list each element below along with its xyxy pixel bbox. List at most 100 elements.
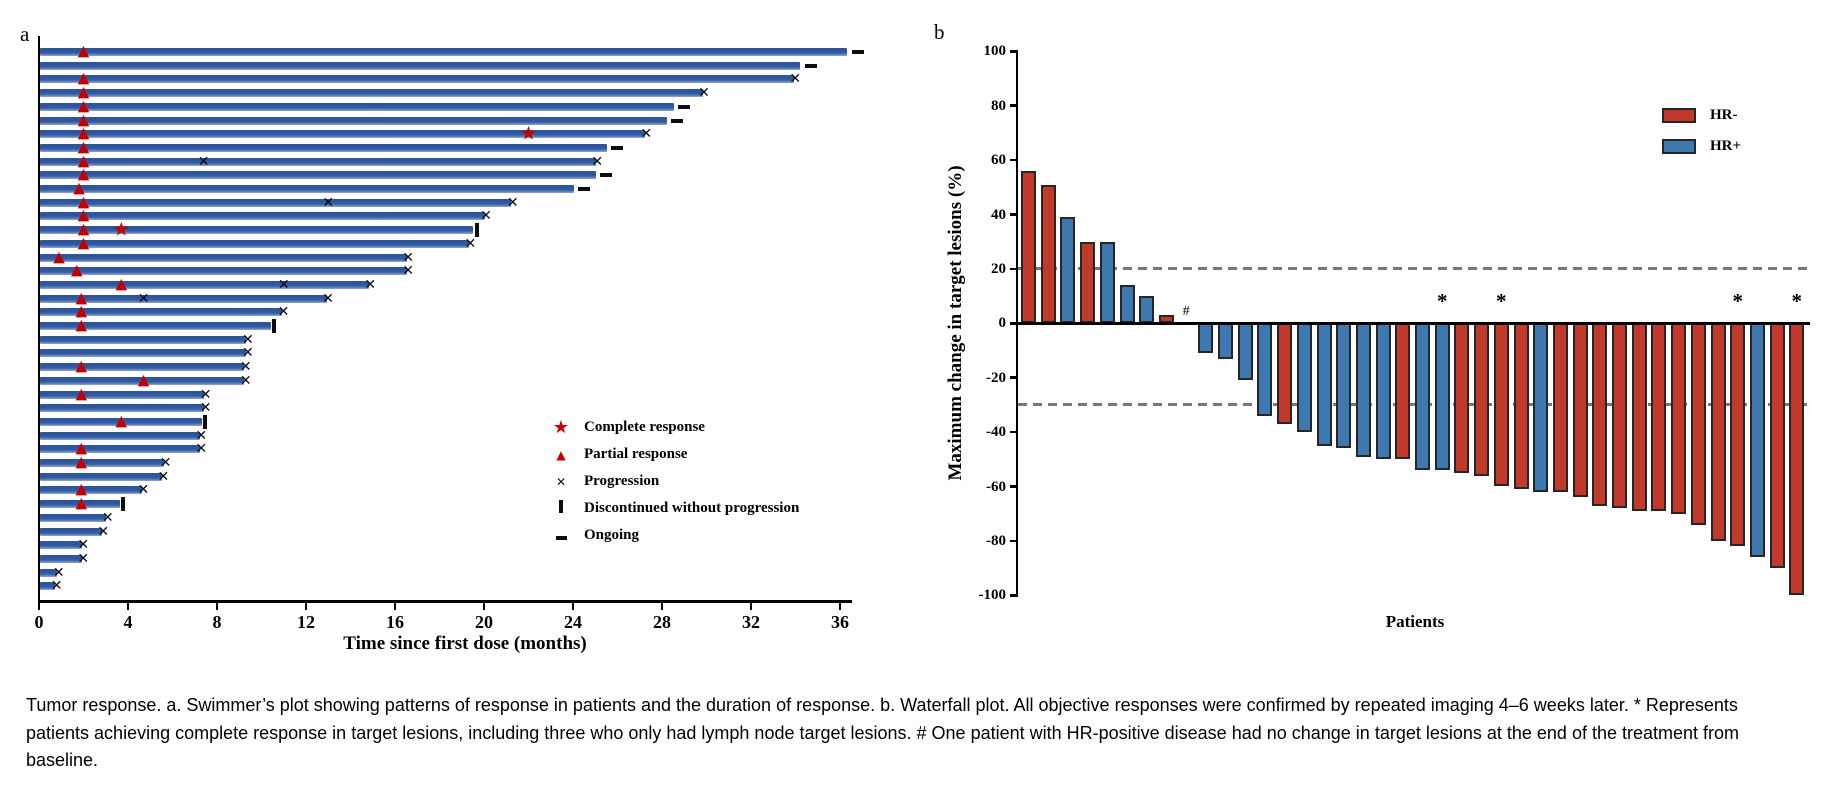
figure-caption: Tumor response. a. Swimmer’s plot showin… — [26, 695, 1740, 770]
progression-end-marker: ✕ — [199, 400, 212, 417]
waterfall-bar — [1749, 323, 1765, 558]
y-axis-tick — [1010, 594, 1017, 597]
y-axis-tick — [1010, 430, 1017, 434]
ongoing-marker — [804, 63, 817, 68]
x-axis-tick — [571, 600, 575, 610]
swimmer-bar — [39, 376, 245, 385]
y-axis-tick — [1010, 213, 1017, 216]
x-axis-tick-label: 24 — [564, 612, 582, 632]
waterfall-y-axis-title: Maximum change in target lesions (%) — [945, 165, 966, 481]
legend-label: HR- — [1710, 107, 1738, 123]
y-axis-tick-label: -20 — [986, 369, 1006, 386]
y-axis-tick — [1010, 376, 1017, 379]
swimmer-bar — [39, 390, 205, 399]
swimmer-bar — [39, 417, 202, 426]
waterfall-bar — [1434, 323, 1450, 471]
waterfall-bar — [1631, 323, 1647, 511]
partial-response-marker: ▲ — [75, 301, 88, 320]
partial-response-marker: ▲ — [75, 384, 88, 402]
waterfall-bar — [1316, 323, 1332, 446]
swimmer-bar — [39, 404, 205, 413]
waterfall-bar — [1651, 323, 1667, 511]
x-axis-tick — [304, 600, 308, 610]
legend-label: Ongoing — [584, 527, 640, 543]
swimmer-bar — [39, 61, 801, 70]
legend-label: Discontinued without progression — [584, 500, 800, 516]
legend-label: Partial response — [584, 446, 688, 462]
legend-item-ongoing: Ongoing — [540, 522, 799, 549]
progression-end-marker: ✕ — [402, 249, 414, 266]
legend-label: Progression — [584, 473, 660, 489]
swimmer-bar — [39, 554, 82, 563]
swimmer-bar — [39, 527, 102, 536]
dash-icon — [540, 528, 582, 544]
partial-response-marker: ▲ — [115, 274, 128, 293]
waterfall-legend: HR- HR+ — [1662, 100, 1741, 162]
y-axis-tick — [1010, 50, 1017, 53]
partial-response-marker: ▲ — [75, 452, 88, 471]
complete-response-marker: ★ — [112, 218, 130, 241]
y-axis-tick — [1010, 539, 1017, 543]
partial-response-marker: ▲ — [75, 288, 88, 307]
ongoing-marker — [600, 173, 613, 178]
swimmer-bar — [39, 308, 283, 317]
swimmer-bar — [39, 198, 512, 207]
x-axis-tick-label: 16 — [386, 612, 404, 632]
ongoing-marker — [671, 118, 684, 123]
progression-end-marker: ✕ — [402, 263, 414, 280]
waterfall-bar — [1671, 323, 1687, 514]
legend-item-hr-positive: HR+ — [1662, 131, 1741, 162]
swimmer-bar — [39, 130, 645, 139]
legend-label: Complete response — [584, 419, 705, 435]
swimmer-legend: ★ Complete response ▲ Partial response ✕… — [540, 414, 799, 549]
progression-end-marker: ✕ — [157, 468, 170, 485]
cross-icon: ✕ — [555, 474, 567, 489]
reference-dashed-line — [1018, 267, 1812, 271]
hr-positive-swatch — [1662, 139, 1696, 154]
swimmer-bar — [39, 212, 485, 221]
panel-b-label: b — [934, 20, 945, 44]
zero-change-marker: # — [1182, 304, 1190, 319]
waterfall-bar — [1080, 241, 1096, 324]
swimmer-bar — [39, 335, 247, 344]
legend-label: HR+ — [1710, 138, 1742, 154]
waterfall-bar — [1040, 184, 1056, 324]
x-axis-tick — [660, 600, 664, 610]
partial-response-marker: ▲ — [75, 356, 88, 375]
partial-response-marker: ▲ — [75, 479, 88, 498]
star-icon: ★ — [552, 416, 570, 438]
waterfall-bar — [1474, 323, 1490, 476]
progression-end-marker: ✕ — [242, 345, 254, 362]
y-axis-tick — [1010, 485, 1017, 488]
waterfall-bar — [1395, 323, 1411, 460]
x-axis-tick-label: 20 — [475, 612, 493, 632]
progression-end-marker: ✕ — [199, 386, 212, 403]
partial-response-marker: ▲ — [75, 493, 88, 512]
partial-response-marker: ▲ — [77, 82, 90, 101]
partial-response-marker: ▲ — [77, 137, 90, 156]
progression-end-marker: ✕ — [464, 235, 477, 252]
x-axis-tick — [393, 600, 397, 610]
waterfall-bar — [1277, 323, 1293, 424]
waterfall-plot: 100 80 60 40 20 0 -20 -40 -60 -80 -100 # * * * * Maxim… — [900, 0, 1835, 660]
waterfall-bar — [1690, 323, 1706, 525]
swimmer-bar — [39, 322, 271, 330]
partial-response-marker: ▲ — [137, 370, 150, 389]
progression-marker: ✕ — [137, 290, 150, 307]
complete-response-marker: ★ — [519, 122, 538, 145]
progression-end-marker: ✕ — [137, 482, 150, 499]
progression-end-marker: ✕ — [77, 537, 90, 554]
partial-response-marker: ▲ — [71, 260, 83, 279]
swimmer-bar — [39, 239, 469, 248]
waterfall-bar — [1375, 323, 1391, 460]
ongoing-marker — [851, 50, 864, 54]
progression-marker: ✕ — [322, 194, 335, 211]
waterfall-x-axis-title: Patients — [1385, 612, 1445, 631]
swimmer-bar — [39, 472, 162, 481]
waterfall-bar — [1710, 323, 1726, 541]
y-axis-tick-label: -40 — [986, 424, 1006, 441]
waterfall-bar — [1237, 323, 1253, 381]
swimmer-bar — [39, 116, 667, 125]
discontinued-marker — [474, 223, 479, 238]
